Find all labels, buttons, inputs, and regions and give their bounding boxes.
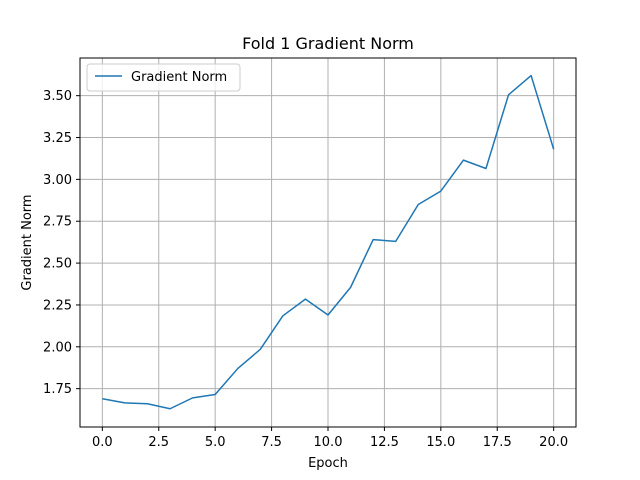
- grid-lines: [80, 58, 576, 427]
- y-tick-label: 2.25: [43, 298, 72, 313]
- y-axis-label: Gradient Norm: [20, 194, 35, 290]
- y-tick-label: 3.50: [43, 89, 72, 104]
- legend: Gradient Norm: [86, 63, 241, 92]
- y-tick-label: 3.25: [43, 131, 72, 146]
- x-tick-label: 5.0: [205, 435, 226, 450]
- x-axis-label: Epoch: [308, 456, 348, 471]
- x-tick-label: 20.0: [539, 435, 568, 450]
- y-axis-ticks: 1.75 2.00 2.25 2.50 2.75 3.00 3.25 3.50: [43, 89, 80, 397]
- y-tick-label: 1.75: [43, 382, 72, 397]
- x-tick-label: 17.5: [483, 435, 512, 450]
- y-tick-label: 3.00: [43, 173, 72, 188]
- x-tick-label: 15.0: [426, 435, 455, 450]
- y-tick-label: 2.00: [43, 340, 72, 355]
- x-tick-label: 7.5: [261, 435, 282, 450]
- y-tick-label: 2.50: [43, 257, 72, 272]
- x-axis-ticks: 0.0 2.5 5.0 7.5 10.0 12.5 15.0 17.5 20.0: [92, 427, 568, 450]
- y-tick-label: 2.75: [43, 215, 72, 230]
- x-tick-label: 0.0: [92, 435, 113, 450]
- x-tick-label: 2.5: [148, 435, 169, 450]
- legend-box: [86, 63, 241, 92]
- chart-title: Fold 1 Gradient Norm: [242, 34, 414, 53]
- x-tick-label: 12.5: [370, 435, 399, 450]
- legend-label: Gradient Norm: [131, 70, 227, 85]
- x-tick-label: 10.0: [314, 435, 343, 450]
- series-layer: [102, 74, 555, 410]
